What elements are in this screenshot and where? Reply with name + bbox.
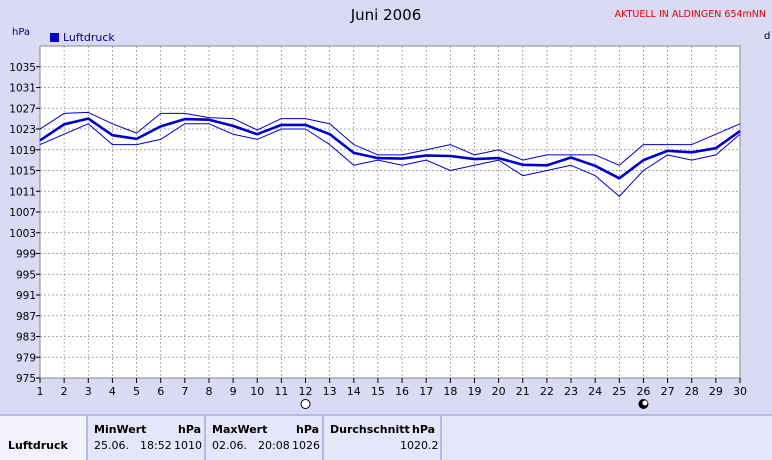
x-tick-label: 14 [347, 385, 361, 398]
x-tick-label: 26 [636, 385, 650, 398]
y-tick-label: 979 [16, 352, 36, 364]
avg-unit: hPa [412, 423, 436, 436]
x-tick-label: 7 [181, 385, 188, 398]
x-tick-label: 21 [516, 385, 530, 398]
x-tick-label: 2 [61, 385, 68, 398]
y-tick-label: 975 [16, 373, 36, 385]
x-tick-label: 5 [133, 385, 140, 398]
stats-panel: Luftdruck MinWert hPa 25.06. 18:52 1010 … [0, 414, 772, 460]
y-tick-label: 991 [16, 290, 36, 302]
live-station-link[interactable]: AKTUELL IN ALDINGEN 654mNN [614, 9, 766, 20]
x-tick-label: 19 [467, 385, 481, 398]
y-tick-label: 995 [16, 269, 36, 281]
stats-min: MinWert hPa 25.06. 18:52 1010 [88, 416, 204, 460]
max-header: MaxWert [212, 423, 268, 436]
divider [322, 416, 324, 460]
x-tick-label: 22 [540, 385, 554, 398]
x-tick-label: 20 [492, 385, 506, 398]
stats-row-label: Luftdruck [8, 439, 68, 452]
x-tick-label: 11 [274, 385, 288, 398]
x-tick-label: 15 [371, 385, 385, 398]
y-tick-label: 983 [16, 332, 36, 344]
legend-swatch [50, 33, 59, 42]
x-axis: 1 2 3 4 5 6 7 8 9 10 11 12 13 14 15 16 17 18 19 20 21 22 23 24 2… [37, 378, 747, 398]
max-time: 20:08 [258, 439, 290, 452]
min-time: 18:52 [140, 439, 172, 452]
y-tick-label: 987 [16, 311, 36, 323]
legend: Luftdruck [50, 31, 115, 44]
x-tick-label: 9 [230, 385, 237, 398]
y-tick-label: 1027 [9, 103, 36, 115]
x-tick-label: 10 [250, 385, 264, 398]
y-tick-label: 1031 [9, 83, 36, 95]
x-tick-label: 13 [323, 385, 337, 398]
x-tick-label: 16 [395, 385, 409, 398]
legend-label: Luftdruck [63, 31, 115, 44]
x-tick-label: 24 [588, 385, 602, 398]
max-value: 1026 [292, 439, 320, 452]
x-tick-label: 3 [85, 385, 92, 398]
min-date: 25.06. [94, 439, 129, 452]
y-tick-label: 1015 [9, 166, 36, 178]
divider [440, 416, 442, 460]
series-group [39, 111, 741, 197]
series-line-min [39, 123, 741, 197]
moon-phases [300, 399, 649, 409]
x-tick-label: 27 [661, 385, 675, 398]
x-tick-label: 17 [419, 385, 433, 398]
x-tick-label: 29 [709, 385, 723, 398]
y-tick-label: 1007 [9, 207, 36, 219]
x-tick-label: 6 [157, 385, 164, 398]
min-value: 1010 [174, 439, 202, 452]
y-tick-label: 999 [16, 249, 36, 261]
x-tick-label: 4 [109, 385, 116, 398]
y-tick-label: 1023 [9, 124, 36, 136]
x-tick-label: 18 [443, 385, 457, 398]
secondary-axis-unit: d [764, 31, 771, 42]
max-date: 02.06. [212, 439, 247, 452]
x-tick-label: 28 [685, 385, 699, 398]
stats-max: MaxWert hPa 02.06. 20:08 1026 [206, 416, 322, 460]
min-unit: hPa [178, 423, 202, 436]
divider [86, 416, 88, 460]
avg-value: 1020.2 [400, 439, 439, 452]
pressure-chart: 9759799839879919959991003100710111015101… [9, 45, 747, 409]
stats-label-column: Luftdruck [0, 416, 86, 460]
chart-title: Juni 2006 [350, 6, 422, 24]
x-tick-label: 12 [299, 385, 313, 398]
y-axis-unit: hPa [12, 27, 31, 38]
min-header: MinWert [94, 423, 147, 436]
y-tick-label: 1035 [9, 62, 36, 74]
x-tick-label: 25 [612, 385, 626, 398]
y-tick-label: 1003 [9, 228, 36, 240]
avg-header: Durchschnitt [330, 423, 410, 436]
x-tick-label: 30 [733, 385, 747, 398]
y-tick-label: 1011 [9, 186, 36, 198]
x-tick-label: 8 [205, 385, 212, 398]
max-unit: hPa [296, 423, 320, 436]
divider [204, 416, 206, 460]
moon-highlight [642, 400, 648, 406]
series-line-max [39, 111, 741, 166]
x-tick-label: 1 [37, 385, 44, 398]
series-line-mean [39, 117, 741, 180]
stats-average: Durchschnitt hPa 1020.2 [324, 416, 440, 460]
y-tick-label: 1019 [9, 145, 36, 157]
y-axis: 975 979 983 987 991 995 999 1003 1007 1011 1015 101… [9, 62, 40, 385]
x-tick-label: 23 [564, 385, 578, 398]
full-moon-icon [300, 399, 311, 409]
